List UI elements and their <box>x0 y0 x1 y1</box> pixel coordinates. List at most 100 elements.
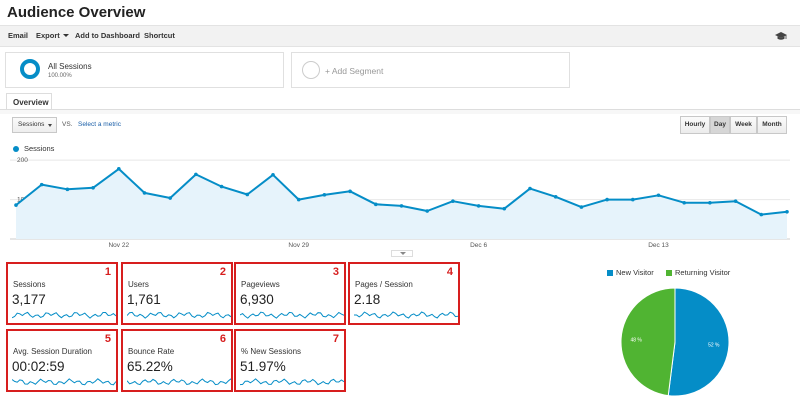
page-title: Audience Overview <box>7 4 146 21</box>
metric-number: 6 <box>219 333 226 345</box>
visitor-type-pie-chart: 52 % 48 % <box>620 287 730 397</box>
metric-value: 3,177 <box>12 292 46 307</box>
pie-legend-returning-visitor[interactable]: Returning Visitor <box>666 268 730 277</box>
sessions-point[interactable] <box>605 197 609 202</box>
sessions-point[interactable] <box>245 192 250 197</box>
period-month-button[interactable]: Month <box>757 116 787 134</box>
metric-select-value: Sessions <box>18 121 45 128</box>
sessions-point[interactable] <box>374 202 378 207</box>
metric-label: Pageviews <box>241 280 280 289</box>
metric-label: Avg. Session Duration <box>13 347 93 356</box>
metric-sparkline <box>12 378 116 386</box>
pie-slice-label: 52 % <box>708 342 720 348</box>
sessions-point[interactable] <box>579 205 584 209</box>
metric-value: 51.97% <box>240 359 286 374</box>
sessions-point[interactable] <box>322 193 327 197</box>
sessions-point[interactable] <box>502 206 507 211</box>
x-tick-label: Nov 22 <box>108 242 129 249</box>
segment-percent: 100.00% <box>48 73 72 79</box>
email-button[interactable]: Email <box>8 31 29 40</box>
vs-label: VS. <box>62 121 73 128</box>
sessions-point[interactable] <box>553 195 558 199</box>
sessions-point[interactable] <box>759 212 764 217</box>
sessions-area-fill <box>16 168 787 239</box>
metric-sparkline <box>354 311 458 319</box>
metric-label: % New Sessions <box>241 347 302 356</box>
x-tick-label: Dec 13 <box>648 242 669 249</box>
period-hourly-button[interactable]: Hourly <box>680 116 710 134</box>
metric-select[interactable]: Sessions <box>12 117 57 133</box>
metric-card-pageviews[interactable]: Pageviews 6,930 3 <box>234 262 346 325</box>
metric-label: Users <box>128 280 149 289</box>
sessions-point[interactable] <box>708 200 712 205</box>
metric-sparkline <box>12 311 116 319</box>
sessions-point[interactable] <box>168 196 172 200</box>
sessions-point[interactable] <box>14 203 18 207</box>
x-tick-label: Dec 6 <box>470 242 487 249</box>
metric-value: 2.18 <box>354 292 381 307</box>
sessions-point[interactable] <box>39 182 44 187</box>
sessions-point[interactable] <box>271 172 275 177</box>
tab-panel-strip <box>0 110 800 114</box>
sessions-point[interactable] <box>476 204 481 208</box>
sessions-point[interactable] <box>142 191 147 195</box>
sessions-point[interactable] <box>733 199 738 203</box>
sessions-point[interactable] <box>219 184 224 189</box>
graduation-cap-icon[interactable] <box>775 32 787 41</box>
metric-card-sessions[interactable]: Sessions 3,177 1 <box>6 262 118 325</box>
sessions-point[interactable] <box>65 187 70 192</box>
empty-circle-icon <box>302 61 320 79</box>
sessions-point[interactable] <box>451 199 455 203</box>
y-tick-label: 200 <box>17 157 28 164</box>
legend-swatch <box>607 270 613 276</box>
metric-number: 7 <box>332 333 339 345</box>
pie-slice-new-visitor[interactable] <box>667 287 730 397</box>
metric-card-bounce-rate[interactable]: Bounce Rate 65.22% 6 <box>121 329 233 392</box>
metric-card-pages-per-session[interactable]: Pages / Session 2.18 4 <box>348 262 460 325</box>
chevron-down-icon <box>48 124 52 127</box>
pie-legend-label: Returning Visitor <box>675 268 731 277</box>
sessions-point[interactable] <box>117 167 121 171</box>
sessions-point[interactable] <box>785 210 789 214</box>
sessions-legend-dot <box>13 146 19 152</box>
metric-number: 5 <box>104 333 111 345</box>
select-metric-link[interactable]: Select a metric <box>78 121 121 128</box>
metric-value: 6,930 <box>240 292 274 307</box>
sessions-point[interactable] <box>348 189 352 194</box>
chart-collapse-handle[interactable] <box>391 250 413 257</box>
metric-value: 1,761 <box>127 292 161 307</box>
sessions-point[interactable] <box>528 186 532 191</box>
metric-value: 65.22% <box>127 359 173 374</box>
sessions-legend-label: Sessions <box>24 144 55 153</box>
period-week-button[interactable]: Week <box>730 116 757 134</box>
toolbar: Email Export Add to Dashboard Shortcut <box>0 25 800 47</box>
pie-slice-label: 48 % <box>630 338 642 344</box>
sessions-point[interactable] <box>631 197 635 202</box>
metric-sparkline <box>127 311 231 319</box>
period-day-button[interactable]: Day <box>710 116 730 134</box>
segment-ring-icon <box>20 59 40 79</box>
shortcut-button[interactable]: Shortcut <box>144 31 175 40</box>
metric-card-users[interactable]: Users 1,761 2 <box>121 262 233 325</box>
segment-all-sessions[interactable]: All Sessions 100.00% <box>5 52 284 88</box>
metric-label: Bounce Rate <box>128 347 175 356</box>
sessions-point[interactable] <box>682 200 686 205</box>
add-to-dashboard-button[interactable]: Add to Dashboard <box>75 31 140 40</box>
pie-slice-returning-visitor[interactable] <box>620 287 676 397</box>
export-button[interactable]: Export <box>36 31 69 40</box>
add-segment-button[interactable]: + Add Segment <box>291 52 570 88</box>
pie-legend-label: New Visitor <box>616 268 654 277</box>
sessions-point[interactable] <box>91 185 95 190</box>
metric-card-avg-session-duration[interactable]: Avg. Session Duration 00:02:59 5 <box>6 329 118 392</box>
metric-card-new-sessions[interactable]: % New Sessions 51.97% 7 <box>234 329 346 392</box>
metric-number: 3 <box>332 266 339 278</box>
metric-sparkline <box>240 311 344 319</box>
tab-overview[interactable]: Overview <box>6 93 52 110</box>
sessions-point[interactable] <box>656 193 661 198</box>
sessions-point[interactable] <box>194 172 198 177</box>
metric-number: 2 <box>219 266 226 278</box>
sessions-point[interactable] <box>425 209 430 213</box>
sessions-point[interactable] <box>399 204 404 208</box>
sessions-point[interactable] <box>296 197 301 202</box>
pie-legend-new-visitor[interactable]: New Visitor <box>607 268 654 277</box>
